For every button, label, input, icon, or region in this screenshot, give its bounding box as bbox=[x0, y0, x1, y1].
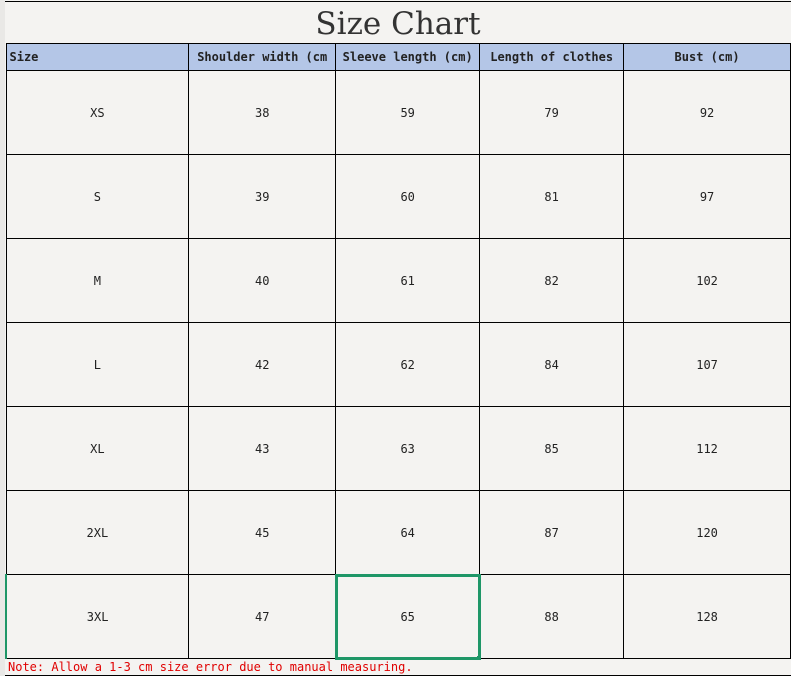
size-table: Size Shoulder width (cm Sleeve length (cm)… bbox=[5, 43, 791, 660]
measurement-cell[interactable]: 85 bbox=[479, 406, 625, 491]
measurement-cell[interactable]: 64 bbox=[335, 490, 481, 575]
page-title: Size Chart bbox=[5, 1, 791, 44]
size-cell[interactable]: XL bbox=[5, 406, 190, 491]
measurement-cell[interactable]: 60 bbox=[335, 154, 481, 239]
measurement-cell[interactable]: 45 bbox=[188, 490, 337, 575]
measurement-cell[interactable]: 92 bbox=[623, 70, 791, 155]
size-cell[interactable]: 3XL bbox=[5, 574, 190, 659]
measurement-cell[interactable]: 82 bbox=[479, 238, 625, 323]
column-header[interactable]: Bust (cm) bbox=[623, 43, 791, 71]
measurement-cell[interactable]: 38 bbox=[188, 70, 337, 155]
measurement-cell[interactable]: 102 bbox=[623, 238, 791, 323]
column-header[interactable]: Sleeve length (cm) bbox=[335, 43, 481, 71]
column-header[interactable]: Size bbox=[5, 43, 190, 71]
measurement-cell[interactable]: 88 bbox=[479, 574, 625, 659]
row-gutter bbox=[0, 0, 5, 676]
table-row: S 39 60 81 97 bbox=[5, 154, 791, 239]
measurement-cell[interactable]: 81 bbox=[479, 154, 625, 239]
measurement-cell[interactable]: 39 bbox=[188, 154, 337, 239]
measurement-cell[interactable]: 120 bbox=[623, 490, 791, 575]
measurement-cell[interactable]: 79 bbox=[479, 70, 625, 155]
table-row: XS 38 59 79 92 bbox=[5, 70, 791, 155]
table-row: L 42 62 84 107 bbox=[5, 322, 791, 407]
measurement-cell[interactable]: 112 bbox=[623, 406, 791, 491]
header-row: Size Shoulder width (cm Sleeve length (cm)… bbox=[5, 43, 791, 71]
measurement-cell[interactable]: 87 bbox=[479, 490, 625, 575]
table-row: 3XL 47 65 88 128 bbox=[5, 573, 791, 660]
measurement-cell[interactable]: 65 bbox=[334, 573, 481, 660]
table-row: 2XL 45 64 87 120 bbox=[5, 490, 791, 575]
size-cell[interactable]: M bbox=[5, 238, 190, 323]
column-header[interactable]: Length of clothes bbox=[479, 43, 625, 71]
size-cell[interactable]: XS bbox=[5, 70, 190, 155]
measurement-cell[interactable]: 128 bbox=[623, 574, 791, 659]
measurement-cell[interactable]: 59 bbox=[335, 70, 481, 155]
size-cell[interactable]: S bbox=[5, 154, 190, 239]
size-cell[interactable]: L bbox=[5, 322, 190, 407]
measurement-cell[interactable]: 107 bbox=[623, 322, 791, 407]
measurement-cell[interactable]: 42 bbox=[188, 322, 337, 407]
measurement-cell[interactable]: 62 bbox=[335, 322, 481, 407]
column-header[interactable]: Shoulder width (cm bbox=[188, 43, 337, 71]
size-cell[interactable]: 2XL bbox=[5, 490, 190, 575]
measurement-cell[interactable]: 61 bbox=[335, 238, 481, 323]
measurement-cell[interactable]: 63 bbox=[335, 406, 481, 491]
measurement-note: Note: Allow a 1-3 cm size error due to m… bbox=[8, 660, 413, 674]
measurement-cell[interactable]: 40 bbox=[188, 238, 337, 323]
measurement-cell[interactable]: 43 bbox=[188, 406, 337, 491]
measurement-cell[interactable]: 97 bbox=[623, 154, 791, 239]
measurement-cell[interactable]: 84 bbox=[479, 322, 625, 407]
measurement-cell[interactable]: 47 bbox=[188, 574, 337, 659]
table-row: XL 43 63 85 112 bbox=[5, 406, 791, 491]
table-row: M 40 61 82 102 bbox=[5, 238, 791, 323]
